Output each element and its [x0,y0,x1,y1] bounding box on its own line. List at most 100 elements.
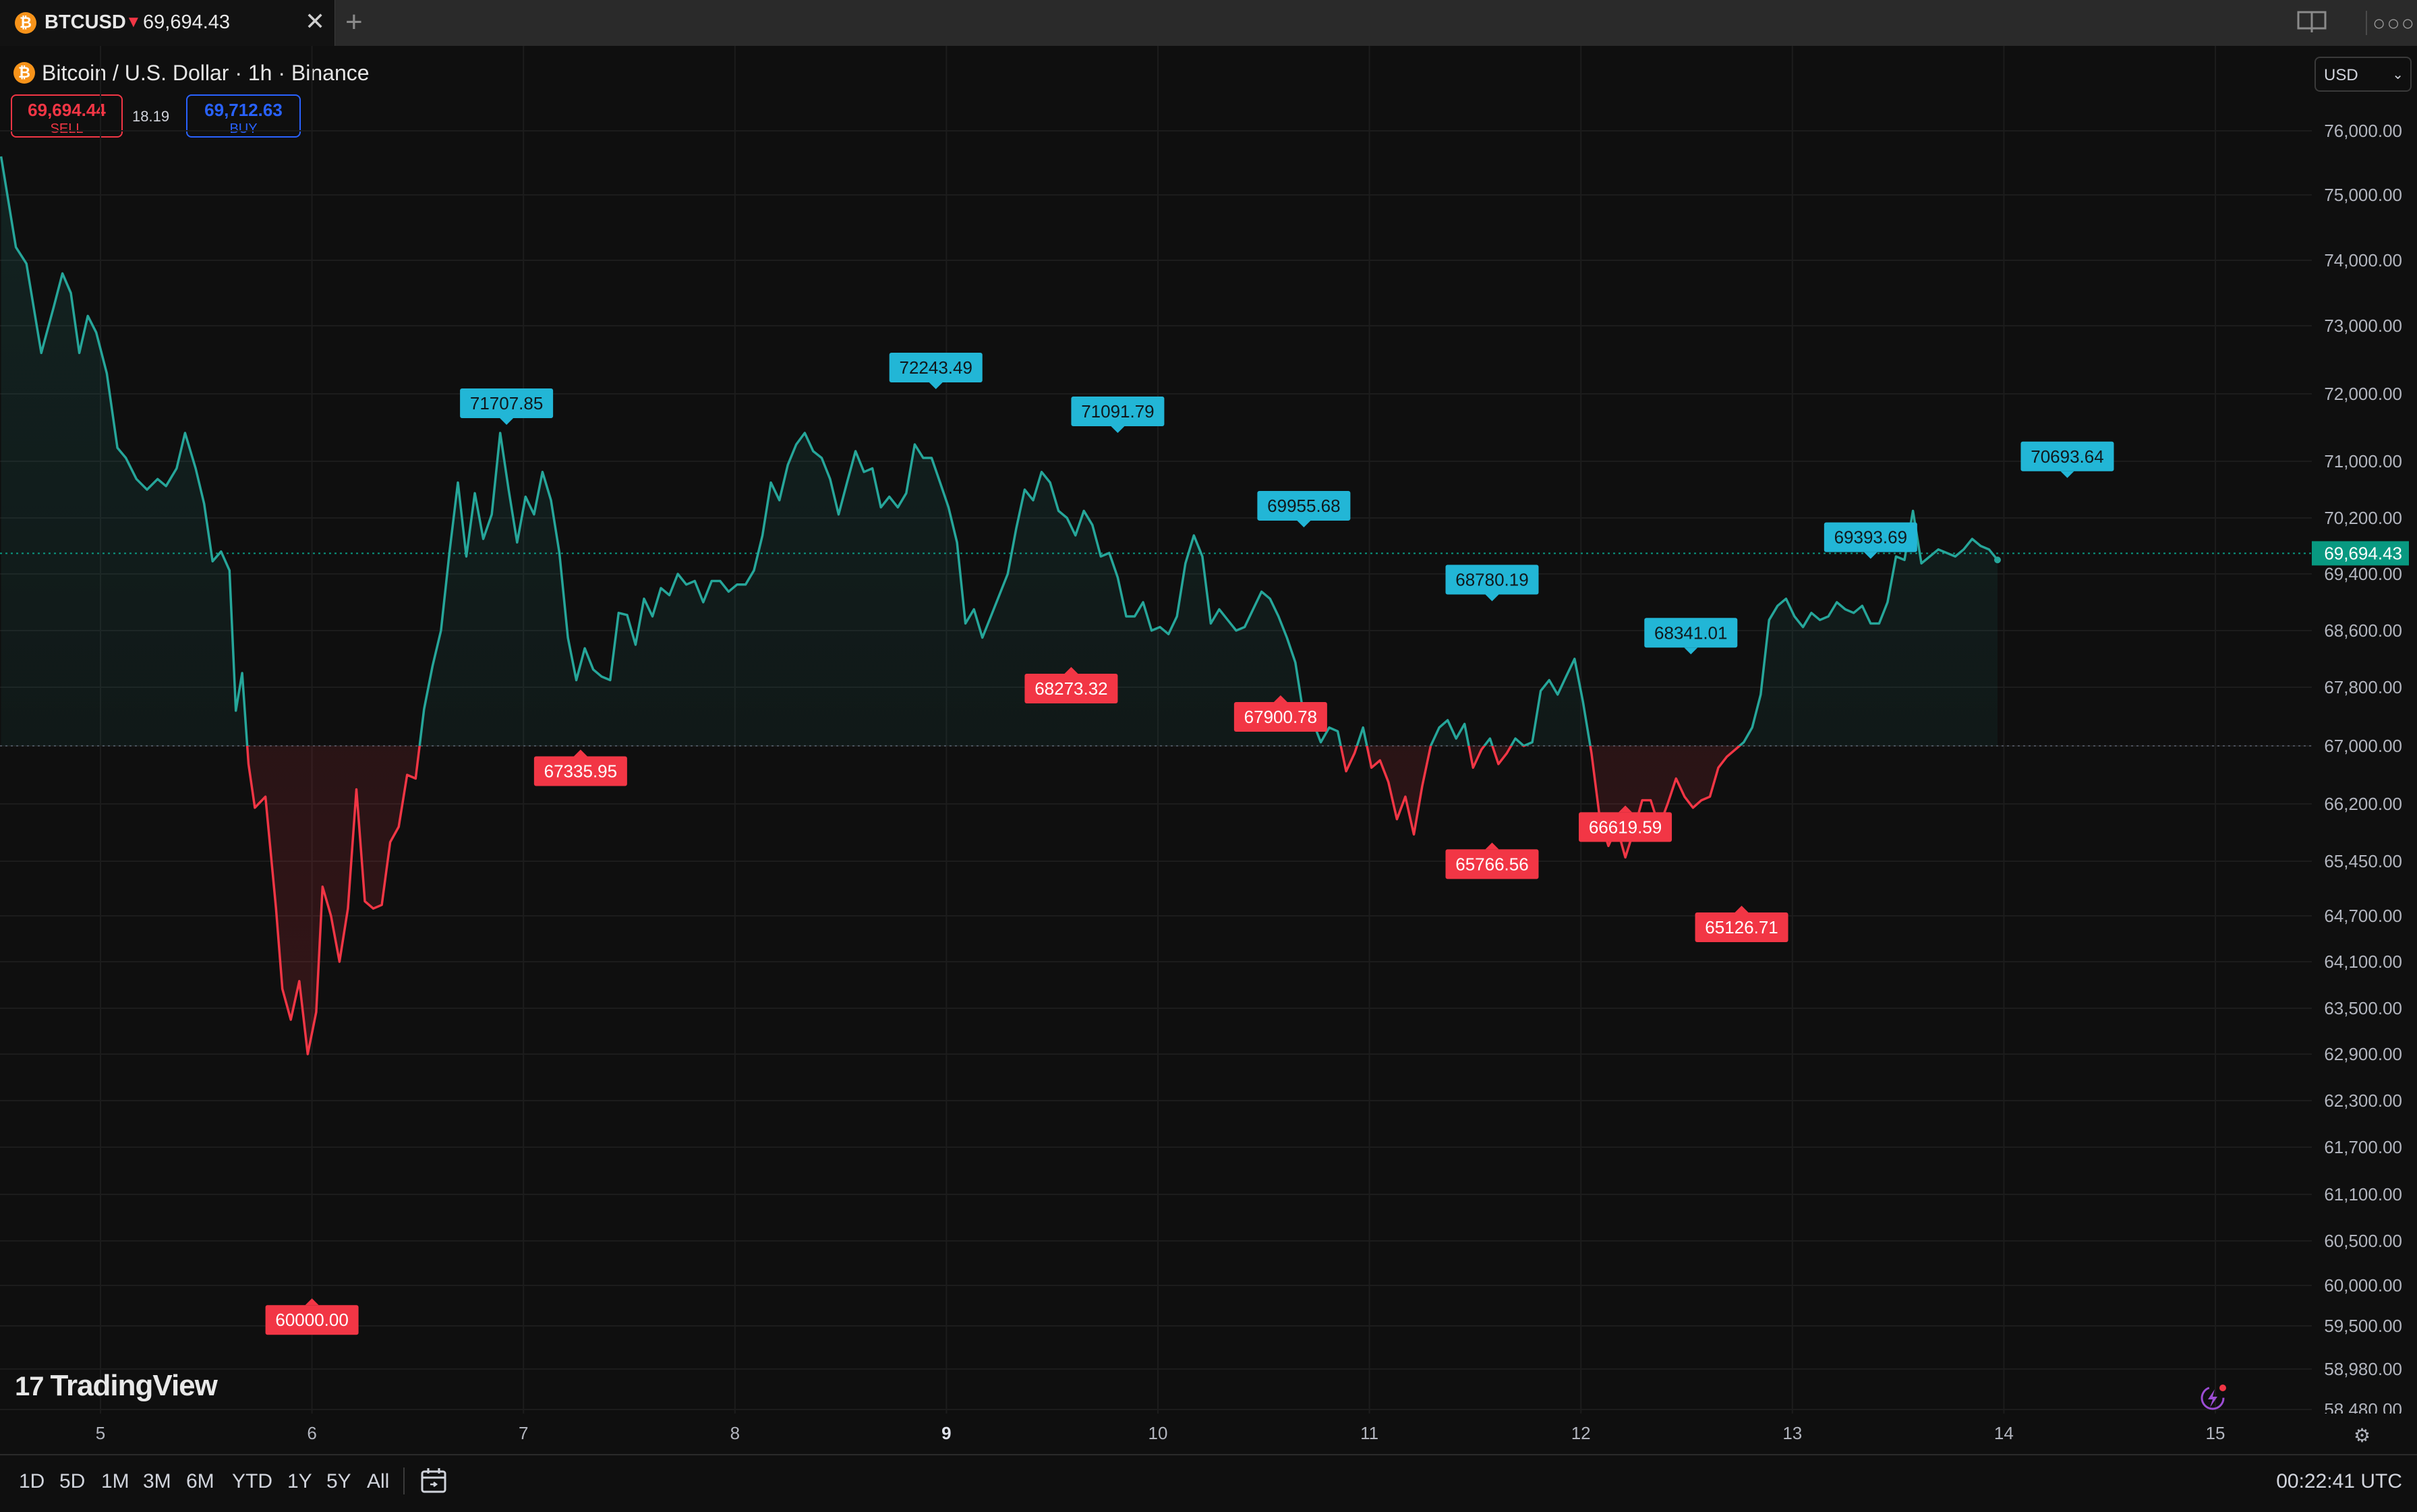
sell-label: SELL [50,121,84,136]
trough-value: 60000.00 [275,1310,348,1330]
price-axis-label: 64,700.00 [2324,906,2402,926]
close-tab-icon[interactable]: ✕ [305,7,326,35]
price-axis-label: 58,480.00 [2324,1399,2402,1414]
trough-label[interactable]: 65126.71 [1695,906,1788,942]
currency-select[interactable]: USD ⌄ [2314,57,2412,92]
trough-value: 65126.71 [1705,917,1778,937]
sell-button[interactable]: 69,694.44 SELL [11,94,123,138]
calendar-icon[interactable] [419,1466,449,1496]
price-axis-label: 69,400.00 [2324,564,2402,584]
price-axis-label: 59,500.00 [2324,1316,2402,1336]
peak-label[interactable]: 68341.01 [1644,618,1738,655]
price-line-up [0,156,1999,746]
range-button-3m[interactable]: 3M [143,1470,171,1492]
price-axis-label: 60,000.00 [2324,1275,2402,1296]
peak-value: 71091.79 [1081,401,1154,421]
toolbar-divider [2366,11,2367,35]
peak-label[interactable]: 68780.19 [1445,564,1539,602]
trough-value: 65766.56 [1455,854,1528,874]
time-axis-label: 9 [941,1423,952,1443]
peak-label[interactable]: 71707.85 [460,388,554,425]
area-fill-up [1,156,1998,746]
price-axis-label: 72,000.00 [2324,384,2402,404]
more-options-icon[interactable]: ○○○ [2372,11,2416,35]
price-axis-label: 62,900.00 [2324,1044,2402,1064]
time-axis-label: 6 [307,1423,317,1443]
last-price-tag [2312,541,2409,566]
peak-value: 70693.64 [2031,446,2103,467]
range-button-1y[interactable]: 1Y [287,1470,312,1492]
price-line-down [245,746,1742,1055]
layout-icon[interactable] [2297,11,2327,34]
price-axis[interactable]: 76,000.00 75,000.00 74,000.00 73,000.00 72,0… [2312,121,2409,1414]
time-axis-label: 14 [1993,1423,2014,1443]
last-price-value: 69,694.43 [2324,543,2402,563]
chevron-down-icon: ⌄ [2392,67,2404,82]
symbol-tab[interactable]: ₿ BTCUSD ▼ 69,694.43 ✕ [0,0,335,46]
price-axis-label: 61,700.00 [2324,1137,2402,1157]
price-axis-label: 71,000.00 [2324,451,2402,471]
peak-value: 68341.01 [1654,622,1727,643]
range-button-5d[interactable]: 5D [59,1470,86,1492]
range-button-ytd[interactable]: YTD [232,1470,272,1492]
price-axis-label: 61,100.00 [2324,1184,2402,1204]
price-chart[interactable]: 71707.85 72243.49 71091.79 69955.68 68780.19… [0,46,2417,1414]
price-axis-label: 73,000.00 [2324,316,2402,336]
price-axis-label: 63,500.00 [2324,998,2402,1018]
time-axis[interactable]: 5 6 7 8 9 10 11 12 13 14 15 [0,1414,2417,1454]
range-button-all[interactable]: All [367,1470,390,1492]
trough-label[interactable]: 67900.78 [1233,695,1327,732]
new-tab-button[interactable]: + [345,5,363,38]
trough-value: 68273.32 [1035,678,1107,699]
bitcoin-icon: ₿ [13,62,35,84]
time-axis-label: 7 [518,1423,529,1443]
time-axis-label: 8 [730,1423,740,1443]
time-axis-label: 5 [95,1423,106,1443]
peak-value: 71707.85 [470,393,543,413]
sell-price: 69,694.44 [28,100,106,120]
last-price-dot [1993,556,2001,564]
price-axis-label: 68,600.00 [2324,620,2402,641]
trough-label[interactable]: 67335.95 [533,749,627,786]
price-axis-label: 67,800.00 [2324,677,2402,697]
range-button-6m[interactable]: 6M [186,1470,214,1492]
price-axis-label: 70,200.00 [2324,508,2402,528]
time-axis-label: 13 [1782,1423,1803,1443]
range-button-1m[interactable]: 1M [101,1470,129,1492]
price-axis-label: 64,100.00 [2324,952,2402,972]
tradingview-logo[interactable]: 17 TradingView [15,1369,218,1403]
price-axis-label: 62,300.00 [2324,1091,2402,1111]
peak-label[interactable]: 71091.79 [1071,397,1165,433]
peak-value: 72243.49 [899,357,972,378]
trough-label[interactable]: 68273.32 [1024,667,1118,703]
peak-value: 69955.68 [1267,496,1340,516]
lightning-icon[interactable] [2197,1383,2228,1414]
peak-label[interactable]: 70693.64 [2020,441,2114,478]
peak-label[interactable]: 69955.68 [1257,490,1351,527]
peak-label[interactable]: 69393.69 [1824,522,1917,559]
tradingview-mark-icon: 17 [15,1372,44,1401]
range-button-1d[interactable]: 1D [19,1470,45,1492]
trough-label[interactable]: 65766.56 [1445,842,1539,879]
price-axis-label: 75,000.00 [2324,185,2402,205]
time-axis-label: 10 [1148,1423,1168,1443]
utc-clock: 00:22:41 UTC [2276,1470,2402,1492]
currency-value: USD [2324,66,2358,84]
range-button-5y[interactable]: 5Y [326,1470,351,1492]
price-down-icon: ▼ [125,13,142,31]
buy-label: BUY [229,121,258,136]
buy-price: 69,712.63 [204,100,283,120]
bitcoin-icon: ₿ [15,12,36,34]
axis-settings-icon[interactable]: ⚙ [2354,1425,2371,1446]
buy-button[interactable]: 69,712.63 BUY [186,94,301,138]
brand-name: TradingView [50,1369,218,1402]
trough-label[interactable]: 60000.00 [265,1298,359,1335]
trough-value: 67900.78 [1244,707,1317,727]
trough-label[interactable]: 66619.59 [1579,805,1672,842]
peak-label[interactable]: 72243.49 [889,353,983,389]
title-bar: ₿ BTCUSD ▼ 69,694.43 ✕ + ○○○ [0,0,2417,46]
chart-title: Bitcoin / U.S. Dollar · 1h · Binance [42,61,370,85]
peak-value: 69393.69 [1834,527,1907,548]
price-axis-label: 65,450.00 [2324,851,2402,871]
trough-value: 66619.59 [1589,817,1662,837]
